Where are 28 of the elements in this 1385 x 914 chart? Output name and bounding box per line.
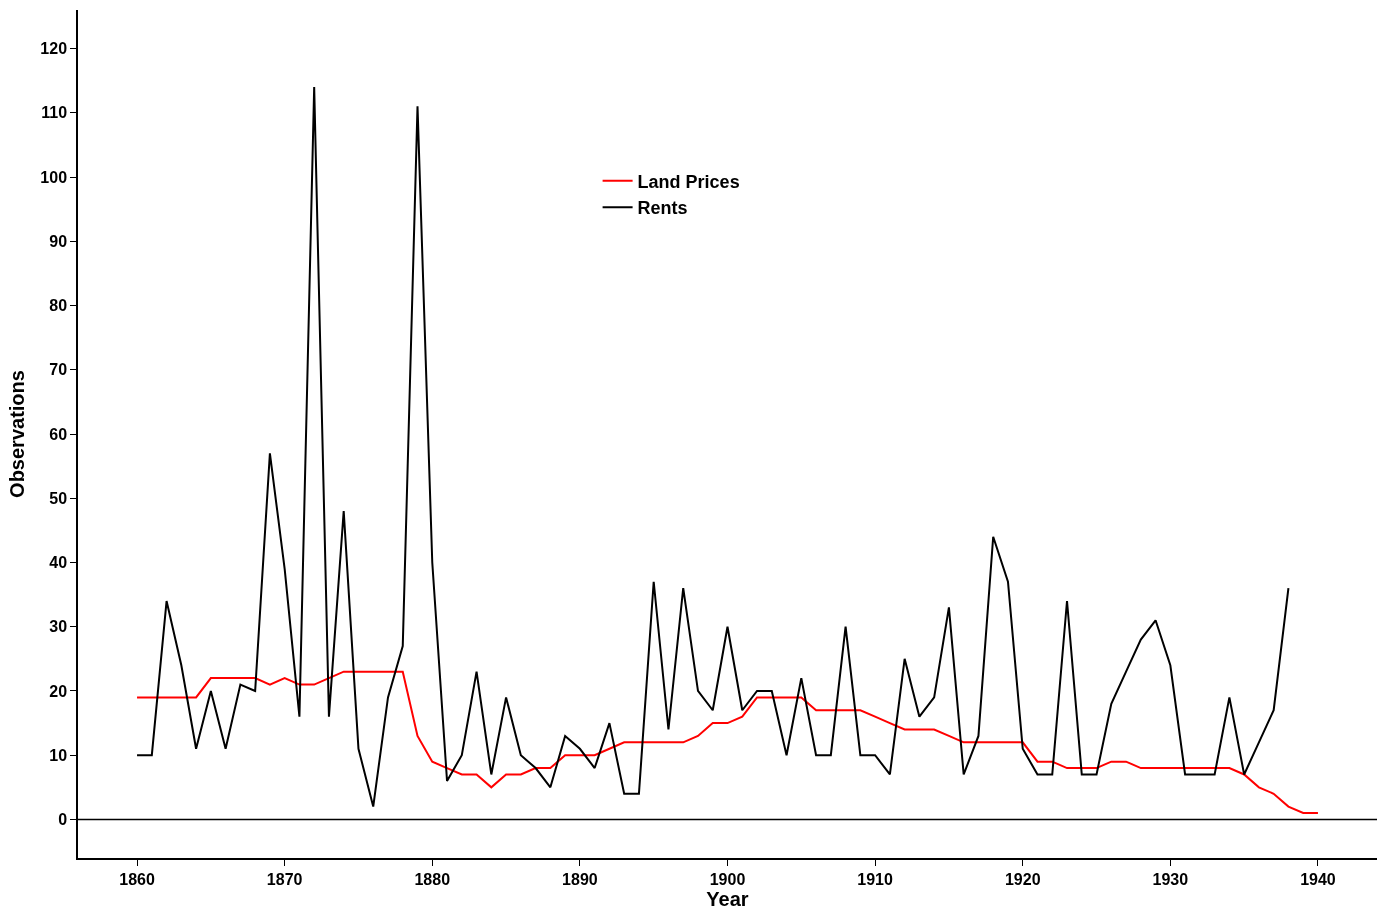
x-tick-label: 1920 xyxy=(1004,870,1041,888)
y-axis-title: Observations xyxy=(6,370,29,498)
x-tick-label: 1890 xyxy=(562,870,598,888)
y-tick-label: 100 xyxy=(40,168,68,186)
line-series xyxy=(136,670,1319,815)
x-tick-label: 1940 xyxy=(1300,870,1336,888)
line-series xyxy=(136,86,1290,808)
y-tick-label: 120 xyxy=(40,40,68,58)
y-tick-label: 60 xyxy=(49,425,68,443)
x-tick-label: 1880 xyxy=(414,870,451,888)
y-tick-label: 30 xyxy=(49,618,68,636)
y-tick-label: 90 xyxy=(49,232,68,250)
legend-label: Rents xyxy=(637,198,688,219)
x-tick-label: 1860 xyxy=(119,870,155,888)
y-tick-label: 40 xyxy=(49,554,68,572)
x-tick-label: 1870 xyxy=(266,870,303,888)
y-tick-label: 10 xyxy=(49,746,68,764)
x-tick-label: 1930 xyxy=(1152,870,1189,888)
legend-label: Land Prices xyxy=(637,171,740,192)
y-tick-label: 0 xyxy=(58,811,68,829)
y-tick-label: 70 xyxy=(49,361,68,379)
x-tick-label: 1900 xyxy=(709,870,746,888)
y-tick-label: 80 xyxy=(49,297,68,315)
y-tick-label: 20 xyxy=(49,682,68,700)
x-tick-label: 1910 xyxy=(857,870,894,888)
x-axis-title: Year xyxy=(706,887,749,910)
y-tick-label: 50 xyxy=(49,489,68,507)
y-tick-label: 110 xyxy=(41,104,68,122)
